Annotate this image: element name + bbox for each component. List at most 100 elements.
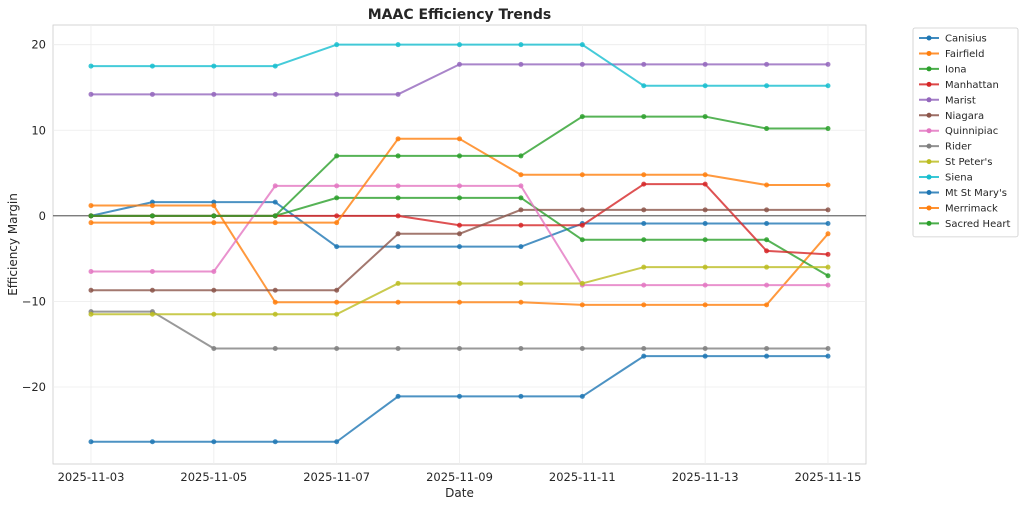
data-point (395, 91, 401, 97)
data-point (272, 213, 278, 219)
y-tick-label: 20 (31, 38, 46, 52)
data-point (641, 353, 647, 359)
legend-label: Mt St Mary's (945, 188, 1007, 199)
data-point (702, 264, 708, 270)
data-point (395, 345, 401, 351)
data-point (272, 63, 278, 69)
legend-item: Iona (919, 64, 967, 75)
legend-frame (912, 27, 1019, 238)
series-marist (88, 61, 831, 97)
data-point (272, 199, 278, 205)
data-point (641, 221, 647, 227)
data-point (457, 299, 462, 305)
data-point (518, 207, 524, 213)
series-fairfield (88, 203, 831, 308)
data-point (579, 302, 585, 308)
data-point (211, 311, 217, 317)
y-tick-label: −10 (22, 294, 46, 308)
data-point (457, 183, 462, 189)
data-point (149, 439, 155, 445)
data-point (518, 195, 524, 201)
data-point (764, 207, 770, 213)
data-point (457, 244, 462, 250)
legend-label: Merrimack (945, 203, 998, 214)
data-point (825, 264, 831, 270)
data-point (211, 268, 217, 274)
data-point (149, 213, 155, 219)
data-point (211, 63, 217, 69)
data-point (272, 345, 278, 351)
data-point (457, 280, 462, 286)
chart-title: MAAC Efficiency Trends (368, 7, 552, 23)
data-point (641, 83, 647, 89)
data-point (334, 345, 340, 351)
data-point (395, 153, 401, 159)
data-point (457, 393, 462, 399)
data-point (334, 195, 340, 201)
data-point (702, 172, 708, 178)
x-tick-label: 2025-11-13 (672, 470, 739, 484)
data-point (825, 273, 831, 279)
data-point (702, 61, 708, 67)
legend-label: Siena (945, 173, 973, 184)
data-point (579, 207, 585, 213)
data-point (149, 268, 155, 274)
data-point (702, 83, 708, 89)
data-point (334, 299, 340, 305)
legend-item: Niagara (919, 111, 984, 122)
legend-swatch-marker (926, 66, 932, 72)
data-point (825, 83, 831, 89)
legend-label: Manhattan (945, 80, 999, 91)
data-point (764, 282, 770, 288)
legend-item: Manhattan (919, 80, 999, 91)
data-point (579, 393, 585, 399)
data-point (395, 231, 401, 237)
data-point (579, 61, 585, 67)
data-point (272, 287, 278, 293)
data-point (825, 345, 831, 351)
data-point (518, 280, 524, 286)
legend-item: Merrimack (919, 203, 998, 214)
y-tick-label: 0 (39, 209, 46, 223)
legend-swatch-marker (926, 190, 932, 195)
data-point (641, 237, 647, 243)
y-axis-label: Efficiency Margin (6, 193, 20, 296)
series-rider (88, 309, 831, 351)
legend-label: Fairfield (945, 49, 984, 60)
legend-swatch-marker (926, 81, 932, 87)
data-point (579, 114, 585, 120)
x-tick-label: 2025-11-03 (58, 470, 125, 484)
data-point (825, 207, 831, 213)
data-point (579, 345, 585, 351)
data-point (334, 287, 340, 293)
data-point (518, 299, 524, 305)
data-point (641, 181, 647, 187)
data-point (88, 63, 94, 69)
data-point (88, 311, 94, 317)
data-point (702, 181, 708, 187)
series-mt-st-mary-s (88, 353, 831, 445)
data-point (395, 42, 401, 48)
series-sacred-heart (88, 114, 831, 219)
data-point (88, 220, 94, 226)
data-point (764, 264, 770, 270)
data-point (334, 439, 340, 445)
data-point (88, 439, 94, 445)
data-point (395, 299, 401, 305)
legend-swatch-marker (926, 97, 932, 103)
data-point (272, 183, 278, 189)
data-point (211, 91, 217, 97)
data-point (149, 287, 155, 293)
x-tick-label: 2025-11-15 (795, 470, 862, 484)
data-point (149, 199, 155, 205)
data-point (88, 203, 94, 209)
data-point (211, 199, 217, 205)
data-point (149, 220, 155, 226)
legend-item: Marist (919, 95, 976, 106)
data-point (764, 61, 770, 67)
data-point (334, 91, 340, 97)
legend-item: Mt St Mary's (919, 188, 1007, 199)
x-tick-label: 2025-11-07 (303, 470, 370, 484)
data-point (149, 203, 155, 209)
